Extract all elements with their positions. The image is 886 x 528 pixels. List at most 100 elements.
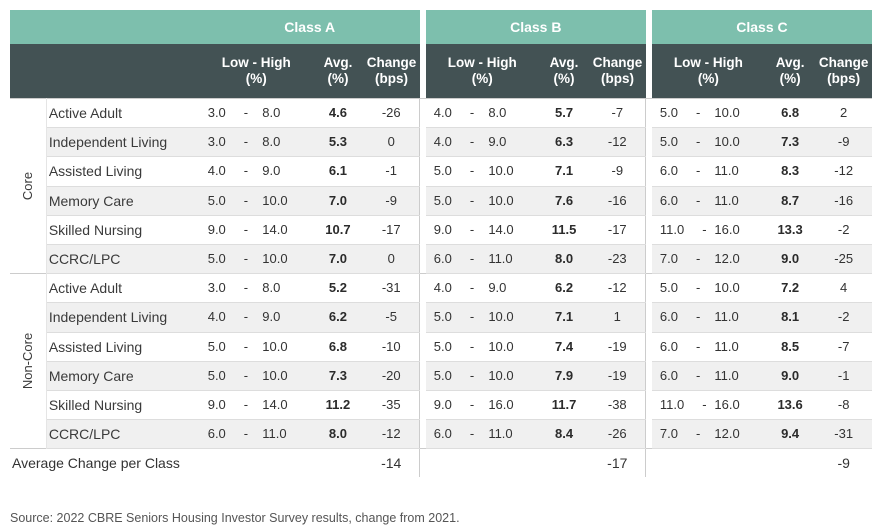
class-a-header: Class A [199,10,420,44]
high-value-a: 10.0 [258,244,313,275]
average-value-c: 8.1 [764,302,816,333]
range-dash: - [469,192,475,208]
low-value-a: 3.0 - [199,273,259,304]
high-value-c: 12.0 [710,419,765,450]
range-dash: - [243,396,249,412]
range-dash: - [469,338,475,354]
average-value-c: 13.6 [764,390,816,421]
change-value-a: -9 [363,186,420,216]
range-dash: - [695,338,701,354]
average-value-a: 7.0 [312,186,364,216]
average-value-b: 6.3 [538,127,590,158]
range-dash: - [469,309,475,325]
property-type: Active Adult [46,273,200,304]
property-type: Independent Living [46,127,200,158]
column-separator [645,156,652,187]
change-value-a: 0 [363,244,420,275]
table-row: Independent Living 3.0-8.0 5.3 0 4.0-9.0 6.3-… [10,127,872,158]
average-value-c: 8.3 [764,156,816,187]
high-value-c: 16.0 [710,390,765,421]
cap-rate-table-container: Class A Class B Class C Low - High (%) Avg… [10,10,872,478]
column-separator [645,302,652,332]
high-value-a: 14.0 [258,390,313,421]
average-change-row: Average Change per Class -14 -17 -9 [10,448,872,478]
high-value-a: 9.0 [258,302,313,333]
range-dash: - [469,251,475,267]
low-number: 6.0 [659,192,678,208]
low-value-c: 11.0 - [651,390,711,421]
avg-header-b: Avg. (%) [538,44,590,99]
range-dash: - [243,105,249,121]
low-value-b: 4.0 - [425,127,485,158]
column-separator [645,448,652,478]
range-dash: - [695,426,701,442]
average-value-c: 7.2 [764,273,816,304]
range-dash: - [243,163,249,179]
low-number: 9.0 [433,396,452,412]
high-value-c: 16.0 [710,215,765,245]
high-value-c: 10.0 [710,97,765,129]
average-value-a: 5.3 [312,127,364,158]
low-number: 11.0 [659,396,685,412]
average-change-c: -9 [815,448,872,478]
change-value-c: 4 [815,273,872,304]
low-number: 4.0 [207,309,226,325]
low-value-a: 5.0 - [199,244,259,275]
class-header-row: Class A Class B Class C [10,10,872,44]
range-header-b: Low - High (%) [425,44,539,99]
group-label-cell: Non-Core [10,273,47,449]
change-value-b: -9 [589,156,646,187]
low-number: 6.0 [433,251,452,267]
range-dash: - [243,221,249,237]
low-value-b: 5.0 - [425,156,485,187]
range-header-c-line1: Low - High [673,55,743,70]
range-dash: - [695,251,701,267]
high-value-a: 8.0 [258,273,313,304]
range-dash: - [243,426,249,442]
change-header-c: Change (bps) [815,44,872,99]
low-value-b: 5.0 - [425,361,485,391]
range-dash: - [243,367,249,383]
column-separator [419,332,426,362]
low-number: 6.0 [207,426,226,442]
average-value-a: 11.2 [312,390,364,421]
low-value-a: 5.0 - [199,332,259,362]
high-value-c: 11.0 [710,361,765,391]
range-dash: - [469,163,475,179]
property-type: Independent Living [46,302,200,333]
column-separator [645,97,652,128]
low-value-a: 9.0 - [199,215,259,245]
header-separator [645,10,652,44]
average-value-a: 7.3 [312,361,364,391]
average-value-a: 6.8 [312,332,364,362]
property-type: Memory Care [46,361,200,391]
range-header-a-line2: (%) [245,71,267,86]
change-value-b: -38 [589,390,646,421]
range-header-b-line2: (%) [471,71,493,86]
column-separator [419,273,426,303]
high-value-a: 10.0 [258,332,313,362]
high-value-b: 11.0 [484,244,539,275]
table-row: Assisted Living 4.0-9.0 6.1 -1 5.0-10.0 7.1 -9… [10,156,872,187]
range-header-c-line2: (%) [697,71,719,86]
column-separator [419,127,426,157]
average-value-c: 9.0 [764,244,816,275]
high-value-c: 11.0 [710,332,765,362]
table-row: Independent Living 4.0-9.0 6.2 -5 5.0-10.0 7.… [10,302,872,333]
high-value-c: 11.0 [710,156,765,187]
range-dash: - [695,192,701,208]
low-number: 5.0 [433,192,452,208]
change-value-b: -26 [589,419,646,450]
high-value-b: 10.0 [484,361,539,391]
high-value-c: 10.0 [710,127,765,158]
low-value-b: 9.0 - [425,215,485,245]
high-value-c: 11.0 [710,302,765,333]
table-row: CCRC/LPC 5.0-10.0 7.0 0 6.0-11.0 8.0 -23 7.0-12… [10,244,872,275]
source-note: Source: 2022 CBRE Seniors Housing Invest… [10,511,460,525]
change-value-b: -19 [589,332,646,362]
average-value-b: 5.7 [538,97,590,129]
low-value-a: 5.0 - [199,361,259,391]
low-value-a: 9.0 - [199,390,259,421]
high-value-a: 8.0 [258,127,313,158]
low-value-c: 11.0 - [651,215,711,245]
